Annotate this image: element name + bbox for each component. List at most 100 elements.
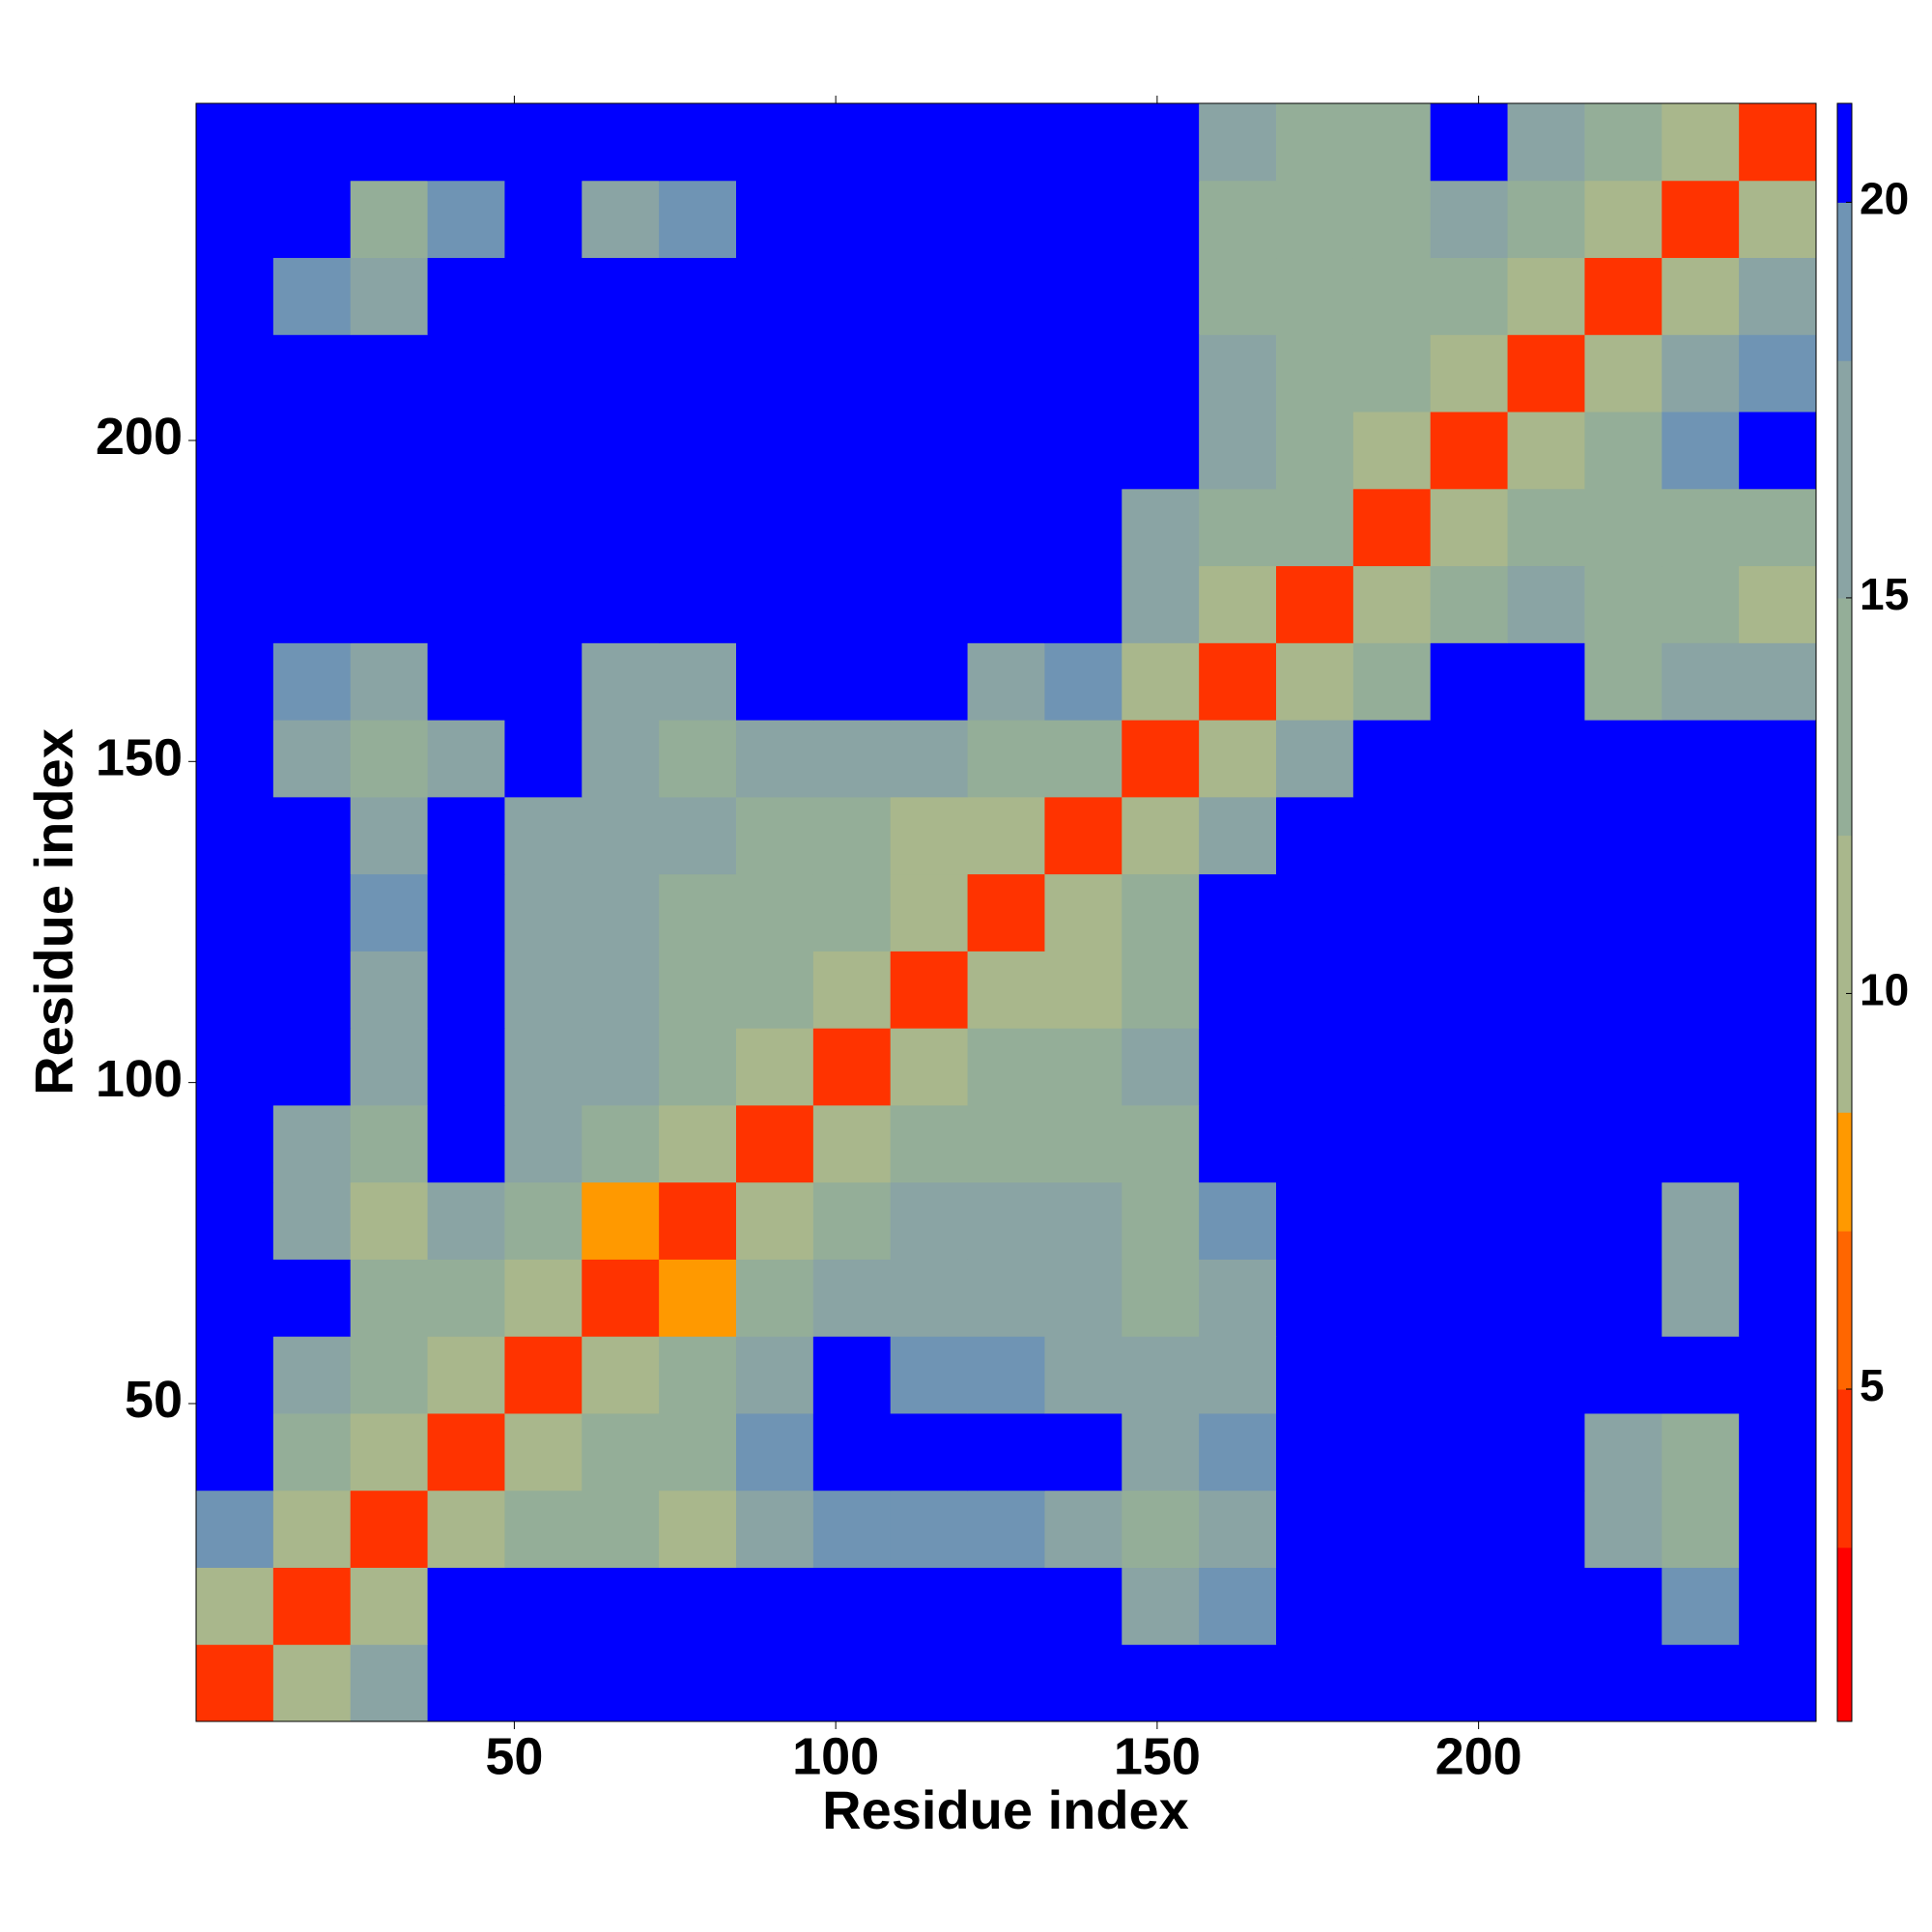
colorbar-tick-label: 5	[1860, 1360, 1885, 1410]
colorbar-band	[1837, 597, 1852, 837]
heatmap-cell	[504, 180, 582, 259]
heatmap-cell	[504, 642, 582, 721]
heatmap-cell	[659, 1567, 737, 1645]
heatmap-cell	[967, 103, 1045, 182]
heatmap-cell	[1122, 1490, 1200, 1568]
heatmap-cell	[659, 257, 737, 335]
heatmap-cell	[1122, 1104, 1200, 1183]
heatmap-cell	[582, 1104, 660, 1183]
heatmap-cell	[582, 720, 660, 798]
heatmap-cell	[812, 103, 892, 182]
heatmap-cell	[1584, 103, 1662, 182]
heatmap-cell	[1122, 412, 1200, 490]
heatmap-cell	[967, 334, 1045, 412]
heatmap-cell	[272, 180, 352, 259]
heatmap-cell	[350, 720, 429, 798]
heatmap-cell	[1122, 488, 1200, 567]
heatmap-cell	[890, 412, 969, 490]
heatmap-cell	[1584, 412, 1662, 490]
heatmap-cell	[1352, 180, 1432, 259]
heatmap-cell	[1199, 873, 1277, 952]
heatmap-cell	[427, 103, 505, 182]
heatmap-cell	[350, 1644, 429, 1722]
heatmap-cell	[504, 873, 582, 952]
heatmap-cell	[1584, 1104, 1662, 1183]
heatmap-cell	[196, 412, 274, 490]
heatmap-cell	[272, 1028, 352, 1106]
heatmap-cell	[504, 1181, 582, 1260]
heatmap-cell	[812, 412, 892, 490]
heatmap-cell	[659, 1259, 737, 1337]
heatmap-cell	[736, 103, 814, 182]
heatmap-cell	[1122, 720, 1200, 798]
heatmap-cell	[504, 1259, 582, 1337]
heatmap-cell	[1122, 1259, 1200, 1337]
heatmap-cell	[1276, 1567, 1354, 1645]
heatmap-cell	[1584, 720, 1662, 798]
heatmap-cell	[1507, 334, 1585, 412]
heatmap-cell	[350, 1104, 429, 1183]
heatmap-cell	[1044, 1490, 1122, 1568]
heatmap-cell	[1352, 1028, 1432, 1106]
heatmap-cell	[504, 720, 582, 798]
heatmap-cell	[659, 1028, 737, 1106]
heatmap-cell	[1739, 334, 1817, 412]
heatmap-cell	[1507, 1644, 1585, 1722]
heatmap-cell	[272, 720, 352, 798]
heatmap-cell	[350, 1412, 429, 1492]
colorbar-band	[1837, 360, 1852, 599]
heatmap-cell	[1507, 1259, 1585, 1337]
colorbar-tick-label: 15	[1860, 569, 1909, 619]
heatmap-cell	[1739, 720, 1817, 798]
heatmap-cell	[350, 1259, 429, 1337]
heatmap-cell	[1044, 1336, 1122, 1414]
heatmap-cell	[967, 1336, 1045, 1414]
heatmap-cell	[582, 873, 660, 952]
x-tick-label: 150	[1114, 1727, 1201, 1785]
heatmap-cell	[659, 720, 737, 798]
heatmap-cell	[1044, 642, 1122, 721]
heatmap-cell	[659, 565, 737, 643]
heatmap-cell	[890, 1567, 969, 1645]
heatmap-cell	[272, 1412, 352, 1492]
heatmap-cell	[1662, 1028, 1740, 1106]
heatmap-cell	[272, 796, 352, 875]
heatmap-cell	[1430, 103, 1509, 182]
heatmap-cell	[659, 1490, 737, 1568]
heatmap-cell	[736, 720, 814, 798]
heatmap-cell	[1584, 488, 1662, 567]
heatmap-cell	[196, 103, 274, 182]
heatmap-cell	[967, 1181, 1045, 1260]
heatmap-cell	[1352, 1104, 1432, 1183]
heatmap-cell	[427, 1104, 505, 1183]
heatmap-cell	[1662, 720, 1740, 798]
heatmap-cell	[1739, 1181, 1817, 1260]
heatmap-cell	[890, 334, 969, 412]
heatmap-cell	[890, 642, 969, 721]
heatmap-cell	[890, 1490, 969, 1568]
heatmap-cell	[1122, 257, 1200, 335]
heatmap-cell	[736, 1259, 814, 1337]
heatmap-cell	[504, 565, 582, 643]
heatmap-cell	[272, 334, 352, 412]
heatmap-cell	[427, 720, 505, 798]
y-axis-label: Residue index	[23, 728, 84, 1095]
heatmap-cell	[272, 642, 352, 721]
heatmap-cell	[1662, 488, 1740, 567]
heatmap-cell	[967, 1412, 1045, 1492]
heatmap-cell	[1430, 334, 1509, 412]
heatmap-cell	[659, 873, 737, 952]
heatmap-cell	[812, 1644, 892, 1722]
heatmap-cell	[1199, 334, 1277, 412]
heatmap-cell	[1584, 1644, 1662, 1722]
heatmap-cell	[812, 1259, 892, 1337]
heatmap-cell	[582, 1644, 660, 1722]
heatmap-cell	[1352, 720, 1432, 798]
heatmap-cell	[1507, 1412, 1585, 1492]
heatmap-cell	[1507, 1181, 1585, 1260]
heatmap-cell	[659, 1644, 737, 1722]
heatmap-cell	[196, 1644, 274, 1722]
heatmap-cell	[582, 1336, 660, 1414]
heatmap-cell	[890, 257, 969, 335]
